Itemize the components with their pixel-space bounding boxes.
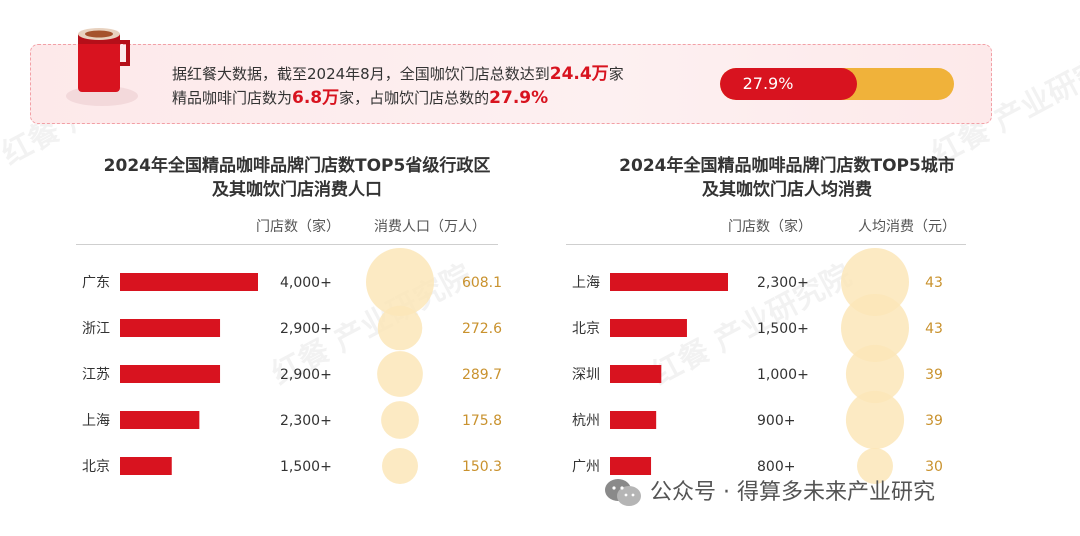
bubble-mark — [845, 390, 905, 450]
category-label: 江苏 — [82, 367, 110, 383]
specialty-stores-highlight: 6.8万 — [292, 88, 340, 108]
bar-mark — [120, 273, 258, 291]
bubble-mark — [377, 351, 423, 397]
stores-column-header: 门店数（家） — [256, 219, 340, 235]
footer-source: 公众号 · 得算多未来产业研究 — [604, 474, 935, 508]
summary-text-part: 家，占咖饮门店总数的 — [339, 89, 490, 107]
bubble-mark — [845, 344, 905, 404]
city-chart-panel: 2024年全国精品咖啡品牌门店数TOP5城市 及其咖饮门店人均消费 门店数（家）… — [552, 150, 1022, 490]
chart-title-line-1: 2024年全国精品咖啡品牌门店数TOP5省级行政区 — [103, 156, 491, 176]
chart-title-line-2: 及其咖饮门店消费人口 — [212, 180, 382, 200]
summary-line-1: 据红餐大数据，截至2024年8月，全国咖饮门店总数达到24.4万家 — [172, 62, 624, 86]
bubble-value-label: 150.3 — [462, 459, 502, 475]
bar-value-label: 2,300+ — [757, 275, 809, 291]
coffee-cup-icon — [66, 28, 138, 106]
province-chart-panel: 2024年全国精品咖啡品牌门店数TOP5省级行政区 及其咖饮门店消费人口 门店数… — [62, 150, 532, 490]
header-divider — [566, 244, 966, 245]
chart-title: 2024年全国精品咖啡品牌门店数TOP5城市 及其咖饮门店人均消费 — [552, 154, 1022, 202]
header-divider — [76, 244, 498, 245]
summary-text-part: 家 — [608, 65, 624, 83]
bubble-value-label: 43 — [925, 275, 943, 291]
bar-value-label: 2,900+ — [280, 367, 332, 383]
category-label: 广东 — [82, 275, 110, 291]
bubble-value-label: 30 — [925, 459, 943, 475]
bubble-mark — [841, 294, 909, 362]
bar-mark — [610, 273, 728, 291]
bar-mark — [120, 457, 172, 475]
bar-mark — [610, 365, 662, 383]
bar-mark — [610, 319, 687, 337]
category-label: 广州 — [572, 459, 600, 475]
share-progress-bar: 27.9% — [720, 68, 954, 100]
bar-mark — [120, 365, 221, 383]
summary-text: 据红餐大数据，截至2024年8月，全国咖饮门店总数达到24.4万家 精品咖啡门店… — [172, 62, 624, 110]
bar-value-label: 1,500+ — [280, 459, 332, 475]
summary-text-part: 精品咖啡门店数为 — [172, 89, 293, 107]
bar-mark — [610, 457, 652, 475]
bar-value-label: 2,300+ — [280, 413, 332, 429]
chart-title: 2024年全国精品咖啡品牌门店数TOP5省级行政区 及其咖饮门店消费人口 — [62, 154, 532, 202]
share-progress-label: 27.9% — [742, 74, 794, 93]
bubble-value-label: 608.1 — [462, 275, 502, 291]
bar-value-label: 2,900+ — [280, 321, 332, 337]
bubble-value-label: 39 — [925, 367, 943, 383]
share-progress-fill — [720, 68, 858, 100]
category-label: 上海 — [572, 275, 600, 291]
bar-value-label: 800+ — [757, 459, 795, 475]
bar-mark — [610, 411, 657, 429]
bar-value-label: 4,000+ — [280, 275, 332, 291]
bubble-value-label: 175.8 — [462, 413, 502, 429]
bubble-mark — [382, 448, 418, 484]
bar-value-label: 900+ — [757, 413, 795, 429]
bubble-value-label: 272.6 — [462, 321, 502, 337]
bubble-mark — [857, 448, 893, 484]
category-label: 浙江 — [82, 321, 110, 337]
share-highlight: 27.9% — [489, 88, 549, 108]
category-label: 上海 — [82, 413, 110, 429]
category-label: 北京 — [572, 321, 600, 337]
bar-mark — [120, 319, 221, 337]
bar-mark — [120, 411, 200, 429]
stores-column-header: 门店数（家） — [728, 219, 812, 235]
category-label: 北京 — [82, 459, 110, 475]
city-bar-chart: 上海 2,300+ 43 北京 1,500+ 43 深圳 1,000+ 39 杭州 900+ 39 广州… — [572, 248, 943, 484]
bar-value-label: 1,500+ — [757, 321, 809, 337]
population-column-header: 消费人口（万人） — [374, 219, 486, 235]
summary-line-2: 精品咖啡门店数为6.8万家，占咖饮门店总数的27.9% — [172, 86, 624, 110]
category-label: 杭州 — [572, 413, 600, 429]
bubble-value-label: 43 — [925, 321, 943, 337]
footer-text: 公众号 · 得算多未来产业研究 — [650, 480, 935, 505]
bubble-mark — [366, 248, 434, 316]
bubble-mark — [381, 401, 419, 439]
bar-value-label: 1,000+ — [757, 367, 809, 383]
chart-title-line-2: 及其咖饮门店人均消费 — [702, 180, 872, 200]
total-stores-highlight: 24.4万 — [549, 64, 609, 84]
bubble-value-label: 39 — [925, 413, 943, 429]
summary-text-part: 据红餐大数据，截至2024年8月，全国咖饮门店总数达到 — [172, 65, 550, 83]
category-label: 深圳 — [572, 367, 600, 383]
province-bar-chart: 广东 4,000+ 608.1 浙江 2,900+ 272.6 江苏 2,900+ 289.7 上… — [82, 248, 502, 484]
bubble-value-label: 289.7 — [462, 367, 502, 383]
wechat-icon — [605, 479, 641, 506]
avg-spend-column-header: 人均消费（元） — [858, 219, 956, 235]
chart-title-line-1: 2024年全国精品咖啡品牌门店数TOP5城市 — [619, 156, 955, 176]
bubble-mark — [377, 305, 423, 351]
